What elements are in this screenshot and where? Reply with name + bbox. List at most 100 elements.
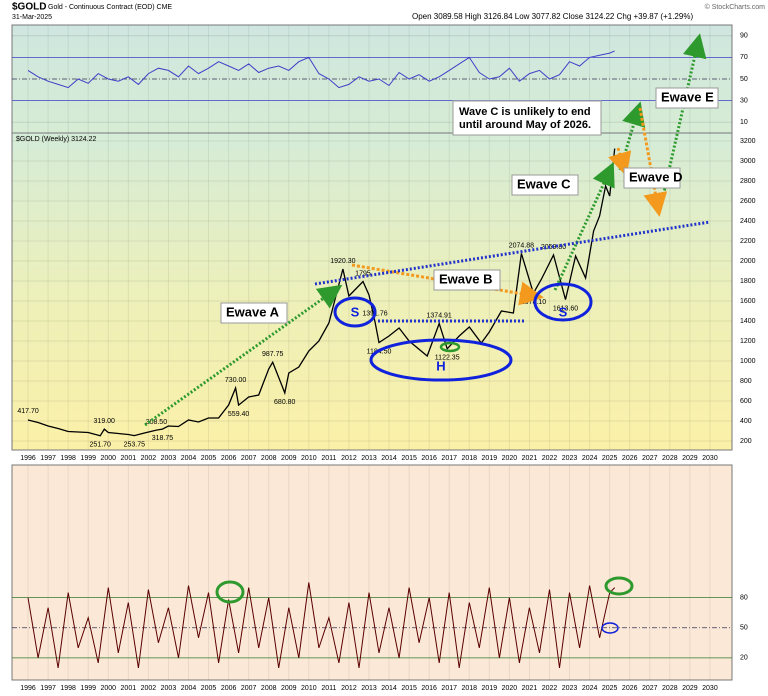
x-tick-label: 2014 bbox=[381, 685, 397, 692]
y-tick-label: 90 bbox=[740, 33, 748, 40]
x-tick-label: 2014 bbox=[381, 455, 397, 462]
x-tick-label: 2028 bbox=[662, 455, 678, 462]
data-label: 1613.60 bbox=[553, 305, 578, 312]
series-line bbox=[27, 582, 616, 668]
y-tick-label: 2400 bbox=[740, 218, 756, 225]
x-tick-label: 2011 bbox=[321, 455, 336, 462]
x-tick-label: 2022 bbox=[542, 455, 558, 462]
x-tick-label: 2020 bbox=[502, 685, 518, 692]
data-label: 987.75 bbox=[262, 351, 284, 358]
note-box bbox=[452, 100, 602, 136]
x-tick-label: 2018 bbox=[461, 455, 477, 462]
callout-box bbox=[220, 302, 288, 324]
x-tick-label: 2002 bbox=[141, 455, 157, 462]
x-tick-label: 2023 bbox=[562, 455, 578, 462]
x-tick-label: 2028 bbox=[662, 685, 678, 692]
callout: S bbox=[351, 304, 360, 319]
x-tick-label: 1998 bbox=[60, 685, 76, 692]
ellipse bbox=[369, 338, 513, 382]
x-tick-label: 2021 bbox=[522, 455, 538, 462]
x-tick-label: 2021 bbox=[522, 685, 538, 692]
arrow bbox=[608, 147, 632, 177]
callout-box bbox=[623, 167, 681, 189]
y-tick-label: 10 bbox=[740, 119, 748, 126]
y-tick-label: 20 bbox=[740, 655, 748, 662]
x-tick-label: 2011 bbox=[321, 685, 336, 692]
data-label: 1374.91 bbox=[427, 312, 452, 319]
x-tick-label: 2005 bbox=[201, 455, 217, 462]
x-tick-label: 2025 bbox=[602, 685, 618, 692]
x-tick-label: 2027 bbox=[642, 685, 658, 692]
callout: Ewave B bbox=[439, 271, 492, 286]
note: until around May of 2026. bbox=[459, 119, 591, 131]
callout-box bbox=[655, 87, 719, 109]
x-tick-label: 1997 bbox=[40, 455, 56, 462]
stoch-panel bbox=[11, 464, 733, 681]
x-tick-label: 2007 bbox=[241, 455, 257, 462]
x-tick-label: 1997 bbox=[40, 685, 56, 692]
x-tick-label: 2015 bbox=[401, 455, 417, 462]
data-label: 417.70 bbox=[17, 408, 39, 415]
x-tick-label: 2023 bbox=[562, 685, 578, 692]
x-tick-label: 1999 bbox=[80, 685, 96, 692]
ellipse bbox=[604, 576, 634, 596]
y-tick-label: 2200 bbox=[740, 238, 756, 245]
x-tick-label: 2007 bbox=[241, 685, 257, 692]
callout: Ewave C bbox=[517, 176, 571, 191]
y-tick-label: 200 bbox=[740, 438, 752, 445]
y-tick-label: 50 bbox=[740, 625, 748, 632]
symbol: $GOLD bbox=[12, 2, 46, 13]
ellipse bbox=[439, 341, 461, 353]
y-tick-label: 1600 bbox=[740, 298, 756, 305]
x-tick-label: 2025 bbox=[602, 455, 618, 462]
x-tick-label: 2009 bbox=[281, 685, 297, 692]
x-tick-label: 2029 bbox=[682, 455, 698, 462]
x-tick-label: 2009 bbox=[281, 455, 297, 462]
data-label: 308.50 bbox=[146, 419, 168, 426]
x-tick-label: 2022 bbox=[542, 685, 558, 692]
x-tick-label: 2010 bbox=[301, 685, 317, 692]
trendline bbox=[314, 220, 711, 286]
x-tick-label: 2006 bbox=[221, 685, 237, 692]
x-tick-label: 2012 bbox=[341, 455, 357, 462]
data-label: 318.75 bbox=[152, 435, 174, 442]
data-label: 319.00 bbox=[94, 418, 116, 425]
callout: H bbox=[436, 358, 445, 373]
callout: S bbox=[559, 304, 568, 319]
data-label: 680.80 bbox=[274, 399, 296, 406]
x-tick-label: 2019 bbox=[482, 685, 498, 692]
arrow bbox=[144, 284, 343, 427]
x-tick-label: 2001 bbox=[121, 685, 137, 692]
x-tick-label: 2019 bbox=[482, 455, 498, 462]
x-tick-label: 2013 bbox=[361, 455, 377, 462]
callout-box bbox=[511, 174, 579, 196]
data-label: 1795 bbox=[355, 270, 371, 277]
x-tick-label: 2016 bbox=[421, 455, 437, 462]
ohlc: Open 3089.58 High 3126.84 Low 3077.82 Cl… bbox=[412, 12, 693, 21]
y-tick-label: 2000 bbox=[740, 258, 756, 265]
data-label: 559.40 bbox=[228, 411, 250, 418]
y-tick-label: 600 bbox=[740, 398, 752, 405]
x-tick-label: 2026 bbox=[622, 685, 638, 692]
x-tick-label: 2006 bbox=[221, 455, 237, 462]
y-tick-label: 1400 bbox=[740, 318, 756, 325]
ellipse bbox=[533, 282, 593, 322]
x-tick-label: 2016 bbox=[421, 685, 437, 692]
x-tick-label: 1996 bbox=[20, 455, 36, 462]
x-tick-label: 2017 bbox=[441, 455, 457, 462]
y-tick-label: 1800 bbox=[740, 278, 756, 285]
y-tick-label: 50 bbox=[740, 76, 748, 83]
note: Wave C is unlikely to end bbox=[459, 106, 591, 118]
data-label: 1122.35 bbox=[435, 355, 460, 362]
x-tick-label: 2020 bbox=[502, 455, 518, 462]
y-tick-label: 80 bbox=[740, 594, 748, 601]
x-tick-label: 2017 bbox=[441, 685, 457, 692]
series-line bbox=[27, 148, 616, 437]
series-line bbox=[27, 50, 615, 89]
callout-box bbox=[433, 269, 501, 291]
instrument: Gold - Continuous Contract (EOD) CME bbox=[48, 4, 172, 11]
data-label: 730.00 bbox=[225, 377, 247, 384]
y-tick-label: 2800 bbox=[740, 178, 756, 185]
arrow bbox=[618, 101, 646, 171]
x-tick-label: 2030 bbox=[702, 685, 718, 692]
